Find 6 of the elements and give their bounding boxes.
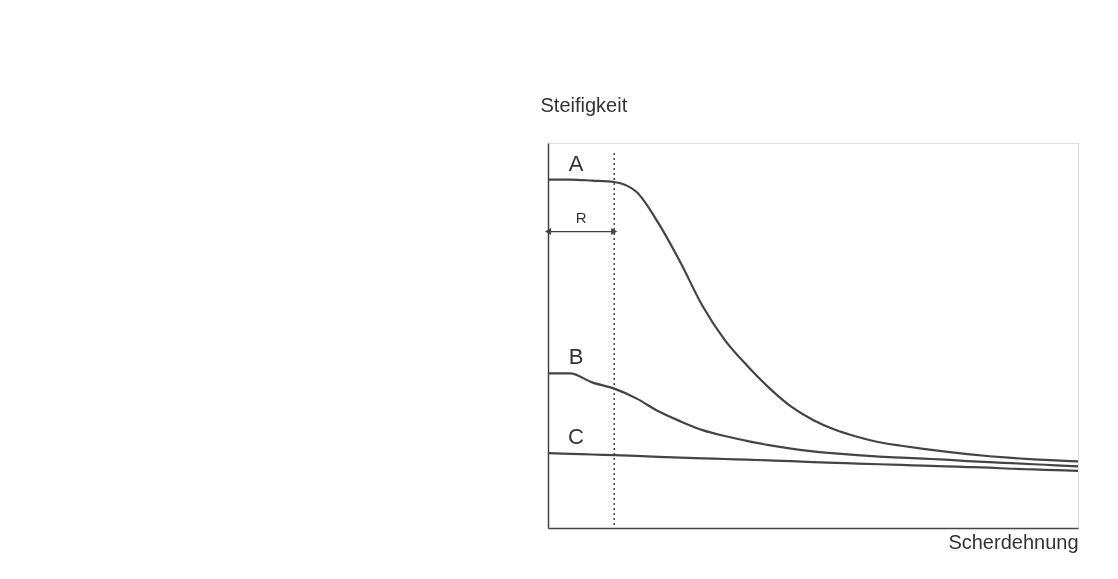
series-label: C xyxy=(568,424,585,450)
series-label: B xyxy=(568,344,584,370)
y-axis-title: Steifigkeit xyxy=(540,93,628,116)
annotation: R xyxy=(575,208,587,226)
series-label: A xyxy=(568,150,584,176)
x-axis-title: Scherdehnung xyxy=(948,530,1079,553)
